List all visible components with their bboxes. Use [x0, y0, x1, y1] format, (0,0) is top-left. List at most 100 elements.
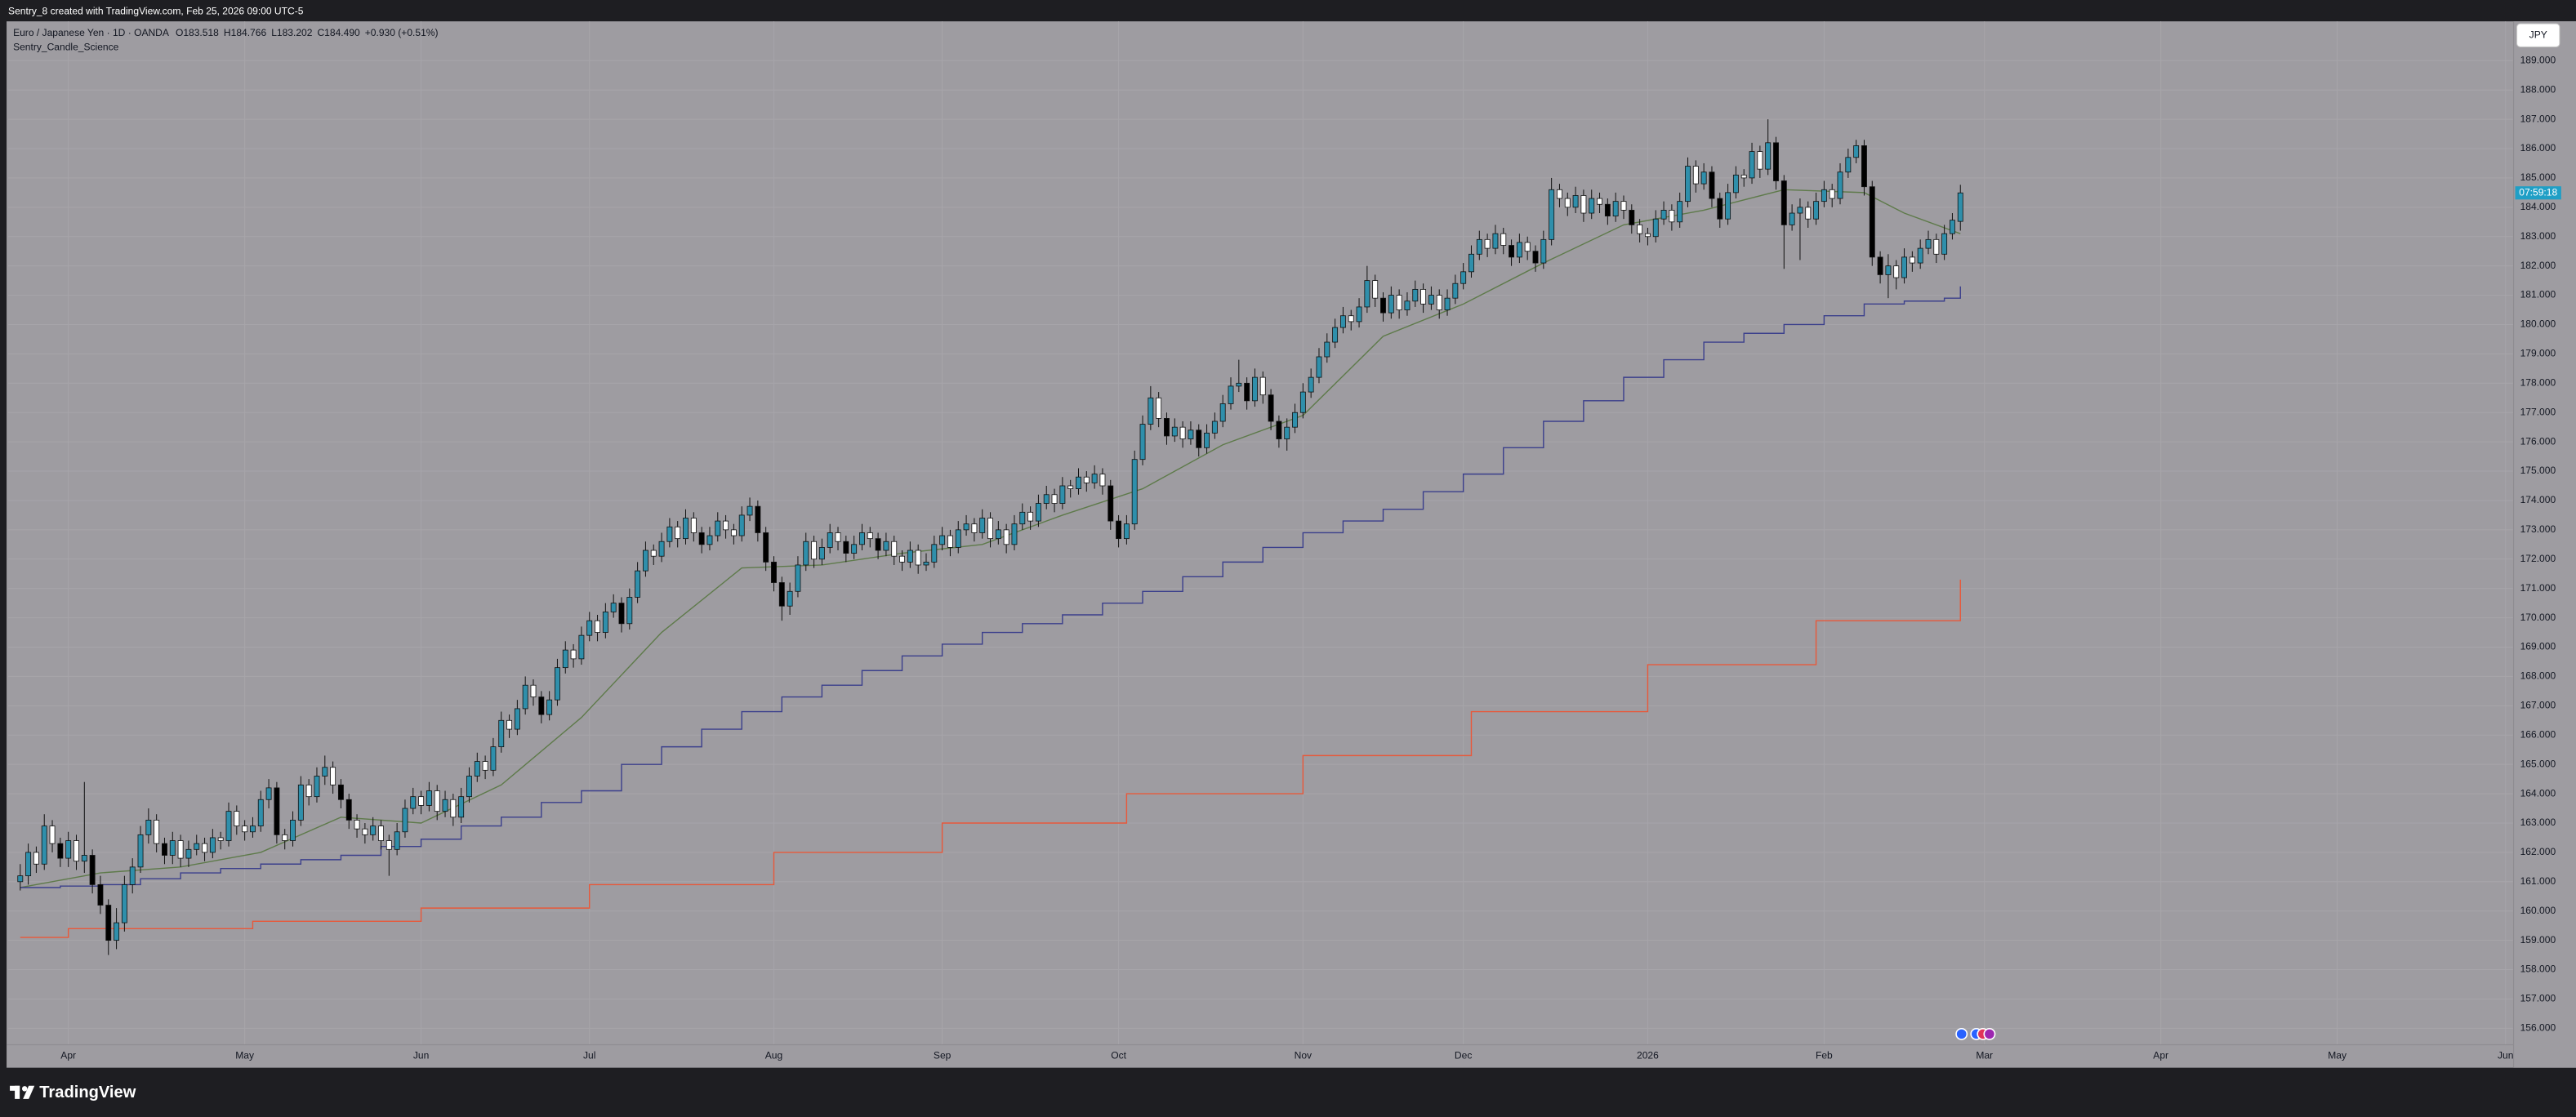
candle-body	[1452, 283, 1459, 299]
candle-body	[1076, 476, 1081, 489]
candle-body	[1268, 394, 1274, 422]
candle-body	[1003, 529, 1009, 545]
candle-body	[979, 518, 986, 533]
y-tick-label: 173.000	[2520, 523, 2556, 535]
candle-body	[297, 784, 304, 821]
candle-body	[522, 684, 528, 710]
candle-body	[250, 826, 256, 833]
candle-body	[1043, 494, 1050, 504]
candle-body	[1011, 523, 1018, 545]
y-tick-label: 179.000	[2520, 348, 2556, 359]
candle-body	[1685, 166, 1691, 202]
candle-body	[1196, 429, 1202, 448]
candle-body	[971, 523, 978, 533]
y-tick-label: 168.000	[2520, 670, 2556, 682]
candle-body	[274, 787, 280, 835]
candle-body	[145, 819, 152, 835]
event-markers[interactable]	[1955, 1027, 1996, 1040]
candle-body	[1099, 474, 1106, 487]
candle-body	[610, 603, 617, 612]
event-marker[interactable]	[1955, 1027, 1968, 1040]
candle-body	[314, 776, 320, 798]
candle-body	[1925, 238, 1932, 249]
candle-body	[1348, 315, 1354, 323]
candle-body	[1909, 256, 1915, 264]
legend-open: O183.518	[176, 27, 219, 38]
candle-body	[1116, 520, 1122, 540]
axes: 156.000 157.000 158.000 159.000 160.000 161.0…	[60, 54, 2561, 1061]
y-tick-label: 170.000	[2520, 612, 2556, 623]
candle-body	[1709, 171, 1715, 199]
candle-body	[185, 848, 192, 859]
y-tick-label: 171.000	[2520, 582, 2556, 594]
candle-body	[835, 532, 841, 542]
grid	[8, 21, 2514, 1045]
logo-mark	[23, 1085, 35, 1099]
candle-body	[337, 784, 344, 800]
candle-body	[1524, 242, 1531, 252]
event-marker[interactable]	[1983, 1027, 1996, 1040]
candle-body	[1156, 397, 1162, 419]
candle-body	[474, 761, 480, 777]
candle-body	[74, 840, 79, 862]
candle-body	[370, 826, 377, 835]
candle-body	[578, 634, 585, 660]
candle-body	[514, 708, 520, 730]
candle-body	[778, 582, 785, 607]
candle-body	[1476, 238, 1482, 255]
indicator-name[interactable]: Sentry_Candle_Science	[13, 42, 119, 53]
candle-body	[1332, 327, 1339, 343]
candle-body	[546, 699, 553, 715]
candle-body	[923, 561, 929, 566]
candle-body	[305, 784, 312, 798]
candle-body	[1557, 189, 1562, 199]
x-tick-label: 2026	[1637, 1050, 1659, 1061]
x-tick-label: Apr	[60, 1050, 76, 1061]
y-tick-label: 159.000	[2520, 934, 2556, 946]
candle-body	[1364, 280, 1370, 308]
step-line	[20, 579, 1961, 938]
candle-body	[1428, 295, 1434, 305]
candle-body	[1420, 288, 1427, 305]
candle-body	[570, 649, 577, 660]
candle-body	[1941, 233, 1948, 255]
candle-body	[242, 826, 248, 833]
ema-line	[20, 189, 1961, 888]
candle-body	[1244, 382, 1250, 402]
candle-body	[586, 620, 593, 636]
candle-body	[1861, 145, 1867, 188]
candle-body	[498, 719, 505, 748]
candle-body	[1660, 210, 1667, 220]
candle-body	[1059, 485, 1066, 504]
candle-body	[1179, 426, 1186, 439]
candle-body	[1677, 201, 1683, 223]
currency-button[interactable]	[2516, 23, 2560, 47]
candle-body	[1780, 180, 1787, 225]
legend-close: C184.490	[317, 27, 360, 38]
candle-body	[1853, 145, 1860, 158]
header-title: Sentry_8 created with TradingView.com, F…	[8, 5, 304, 16]
candle-body	[169, 840, 176, 856]
candle-body	[418, 796, 425, 806]
candle-body	[650, 550, 657, 557]
candle-body	[114, 922, 120, 941]
candle-body	[1580, 195, 1587, 214]
candle-body	[234, 811, 240, 826]
candle-body	[1396, 295, 1402, 310]
candle-body	[466, 776, 472, 798]
candle-body	[1228, 385, 1234, 404]
x-tick-label: Jun	[413, 1050, 429, 1061]
candle-body	[899, 555, 905, 563]
candle-body	[1131, 459, 1138, 525]
footer-logo[interactable]: TradingView	[10, 1084, 136, 1101]
candle-body	[41, 826, 47, 865]
footer-brand[interactable]: TradingView	[39, 1084, 136, 1101]
x-tick-label: Jun	[2498, 1050, 2513, 1061]
candle-body	[1845, 157, 1852, 173]
candle-body	[265, 787, 272, 800]
candle-body	[1500, 233, 1507, 246]
candle-body	[1236, 382, 1242, 387]
candle-body	[1211, 421, 1218, 434]
currency-label[interactable]: JPY	[2529, 29, 2547, 40]
candle-body	[1468, 253, 1474, 273]
